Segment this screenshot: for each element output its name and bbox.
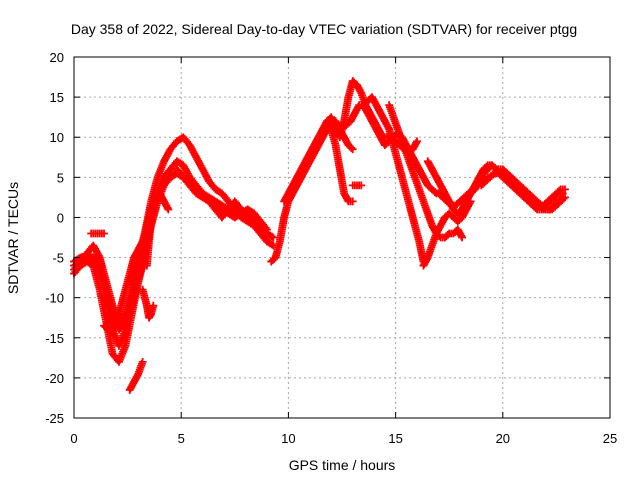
x-tick-label: 0 bbox=[70, 431, 77, 446]
y-tick-label: -25 bbox=[45, 411, 64, 426]
data-point bbox=[100, 229, 108, 238]
x-tick-label: 5 bbox=[178, 431, 185, 446]
y-tick-label: -5 bbox=[52, 251, 64, 266]
y-tick-label: 15 bbox=[50, 90, 64, 105]
data-point bbox=[561, 185, 569, 194]
plot-frame bbox=[73, 56, 611, 419]
y-tick-label: -15 bbox=[45, 331, 64, 346]
data-point bbox=[149, 301, 158, 310]
y-tick-label: 20 bbox=[50, 50, 64, 65]
y-axis-label: SDTVAR / TECUs bbox=[5, 182, 21, 294]
data-layer bbox=[70, 77, 569, 394]
data-point bbox=[348, 197, 357, 206]
data-point bbox=[138, 237, 147, 246]
data-point bbox=[138, 357, 147, 366]
data-point bbox=[269, 233, 278, 242]
grid-layer bbox=[74, 57, 610, 418]
x-tick-label: 20 bbox=[496, 431, 510, 446]
x-tick-label: 10 bbox=[281, 431, 295, 446]
data-point bbox=[413, 137, 421, 146]
x-axis-label: GPS time / hours bbox=[289, 457, 396, 473]
tick-layer: 0 5 10 15 20 25 -25 -20 -15 -10 -5 0 5 10 15 20 bbox=[45, 50, 617, 446]
data-point bbox=[164, 205, 173, 214]
y-tick-label: 10 bbox=[50, 130, 64, 145]
chart-title: Day 358 of 2022, Sidereal Day-to-day VTE… bbox=[71, 21, 577, 37]
y-tick-label: 0 bbox=[57, 210, 64, 225]
y-tick-label: -10 bbox=[45, 291, 64, 306]
y-tick-label: 5 bbox=[57, 170, 64, 185]
data-point bbox=[357, 181, 366, 190]
x-tick-label: 15 bbox=[388, 431, 402, 446]
data-point bbox=[263, 225, 271, 234]
y-tick-label: -20 bbox=[45, 371, 64, 386]
data-point bbox=[558, 193, 567, 202]
data-point bbox=[458, 233, 466, 242]
x-tick-label: 25 bbox=[603, 431, 617, 446]
data-point bbox=[348, 145, 357, 154]
